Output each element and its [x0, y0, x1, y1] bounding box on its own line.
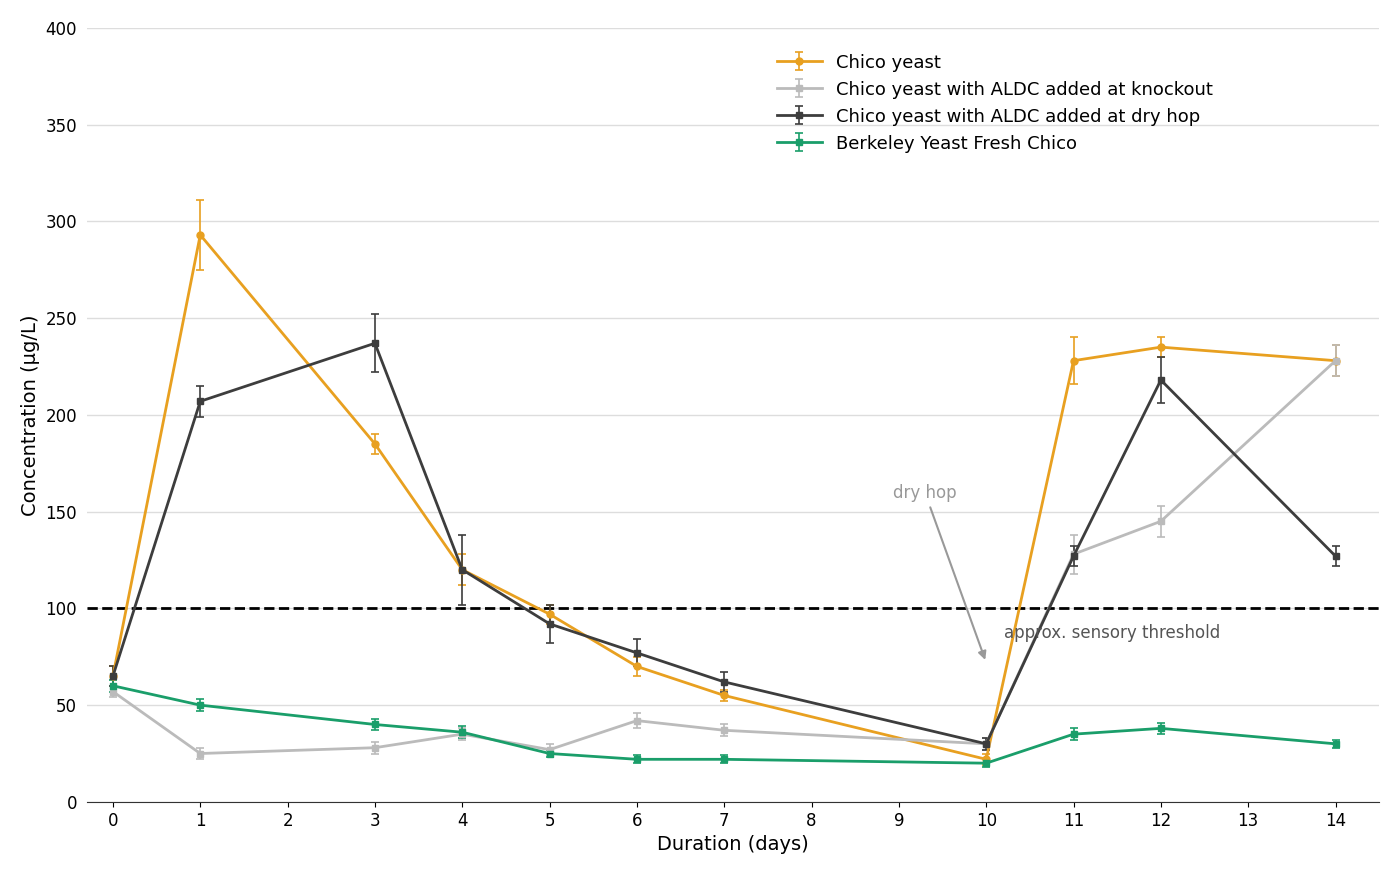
- Text: dry hop: dry hop: [893, 484, 986, 658]
- X-axis label: Duration (days): Duration (days): [657, 835, 809, 854]
- Y-axis label: Concentration (μg/L): Concentration (μg/L): [21, 314, 39, 515]
- Legend: Chico yeast, Chico yeast with ALDC added at knockout, Chico yeast with ALDC adde: Chico yeast, Chico yeast with ALDC added…: [767, 45, 1222, 162]
- Text: approx. sensory threshold: approx. sensory threshold: [1004, 624, 1219, 642]
